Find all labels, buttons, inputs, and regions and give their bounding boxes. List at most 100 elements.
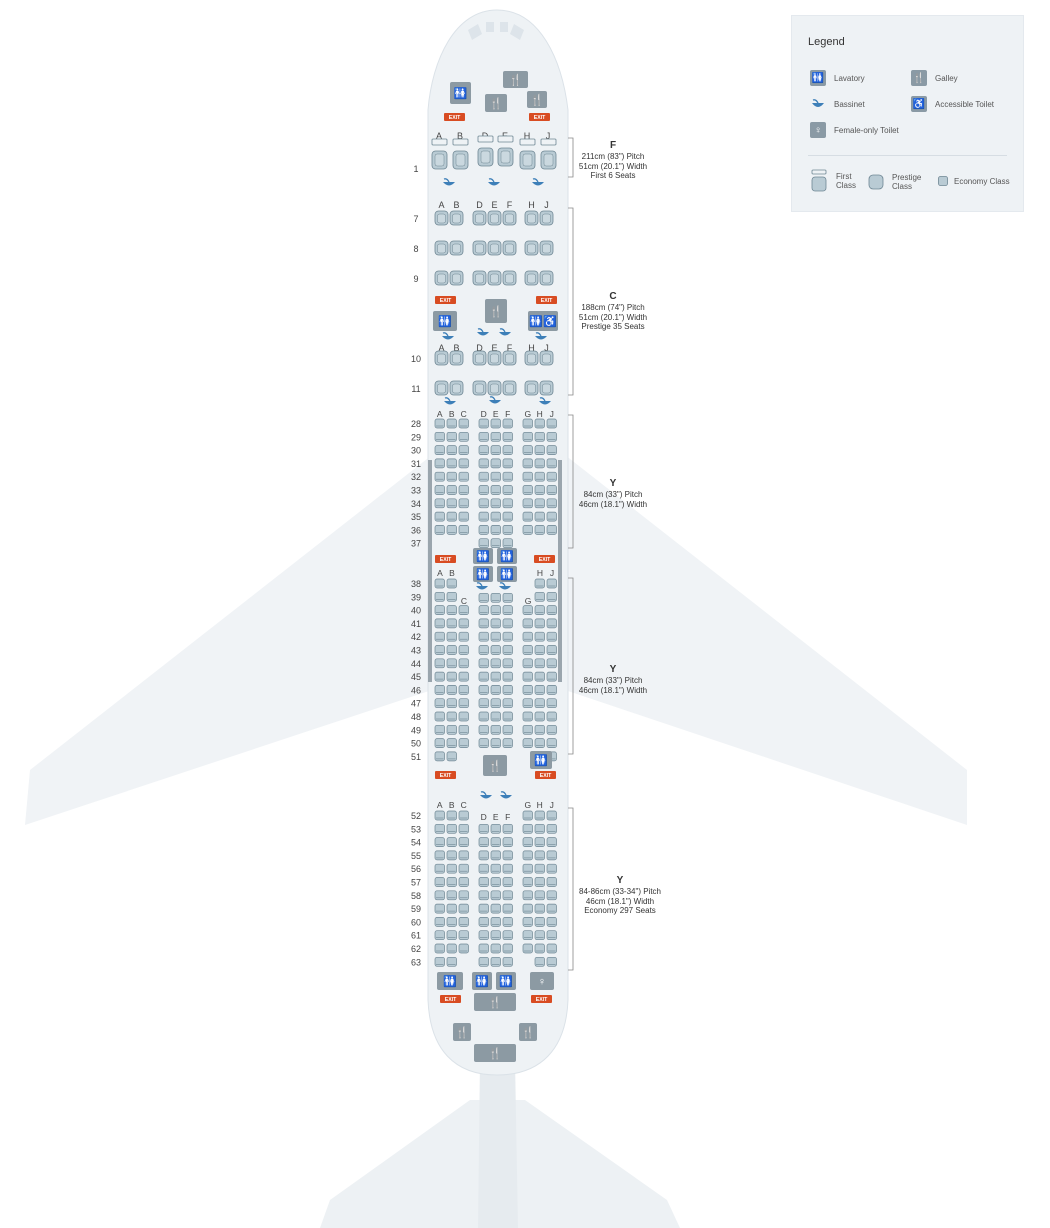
seat-economy[interactable]	[546, 431, 557, 442]
seat-economy[interactable]	[502, 850, 513, 861]
seat-economy[interactable]	[458, 837, 469, 847]
seat-economy[interactable]	[434, 498, 445, 509]
seat-economy[interactable]	[490, 431, 501, 442]
seat-prestige[interactable]	[539, 350, 554, 366]
seat-economy[interactable]	[490, 943, 501, 954]
seat-economy[interactable]	[522, 724, 533, 735]
seat-economy[interactable]	[434, 698, 445, 709]
seat-economy[interactable]	[446, 724, 457, 735]
seat-economy[interactable]	[490, 685, 501, 695]
seat-economy[interactable]	[446, 751, 457, 762]
seat-economy[interactable]	[478, 605, 489, 615]
seat-economy[interactable]	[446, 685, 457, 695]
seat-economy[interactable]	[522, 431, 533, 442]
seat-economy[interactable]	[522, 917, 533, 927]
seat-economy[interactable]	[546, 943, 557, 954]
seat-economy[interactable]	[534, 877, 545, 887]
seat-economy[interactable]	[446, 498, 457, 509]
seat-economy[interactable]	[478, 863, 489, 874]
seat-economy[interactable]	[446, 943, 457, 954]
seat-economy[interactable]	[534, 671, 545, 682]
seat-economy[interactable]	[546, 890, 557, 901]
seat-economy[interactable]	[522, 823, 533, 834]
seat-economy[interactable]	[446, 578, 457, 589]
seat-economy[interactable]	[458, 658, 469, 669]
seat-economy[interactable]	[502, 485, 513, 495]
seat-prestige[interactable]	[434, 210, 449, 226]
seat-economy[interactable]	[502, 458, 513, 469]
seat-economy[interactable]	[446, 711, 457, 722]
seat-economy[interactable]	[490, 498, 501, 509]
seat-economy[interactable]	[446, 418, 457, 429]
seat-economy[interactable]	[546, 605, 557, 615]
seat-economy[interactable]	[502, 431, 513, 442]
seat-economy[interactable]	[446, 738, 457, 748]
seat-economy[interactable]	[478, 890, 489, 901]
seat-economy[interactable]	[458, 890, 469, 901]
seat-economy[interactable]	[502, 592, 513, 603]
seat-economy[interactable]	[458, 631, 469, 642]
seat-economy[interactable]	[446, 485, 457, 495]
seat-economy[interactable]	[490, 538, 501, 549]
seat-economy[interactable]	[490, 917, 501, 927]
seat-economy[interactable]	[434, 458, 445, 469]
seat-first[interactable]	[431, 138, 448, 170]
seat-economy[interactable]	[446, 877, 457, 887]
seat-economy[interactable]	[546, 511, 557, 522]
seat-economy[interactable]	[534, 863, 545, 874]
seat-economy[interactable]	[478, 711, 489, 722]
seat-economy[interactable]	[446, 618, 457, 629]
seat-economy[interactable]	[446, 631, 457, 642]
seat-economy[interactable]	[522, 418, 533, 429]
seat-economy[interactable]	[534, 498, 545, 509]
seat-economy[interactable]	[446, 471, 457, 482]
seat-economy[interactable]	[502, 498, 513, 509]
seat-economy[interactable]	[434, 837, 445, 847]
seat-economy[interactable]	[490, 890, 501, 901]
seat-economy[interactable]	[522, 631, 533, 642]
seat-economy[interactable]	[522, 605, 533, 615]
seat-prestige[interactable]	[472, 240, 487, 256]
seat-economy[interactable]	[478, 525, 489, 535]
seat-economy[interactable]	[522, 930, 533, 941]
seat-economy[interactable]	[502, 538, 513, 549]
seat-prestige[interactable]	[539, 240, 554, 256]
seat-economy[interactable]	[522, 711, 533, 722]
seat-economy[interactable]	[546, 863, 557, 874]
seat-prestige[interactable]	[539, 210, 554, 226]
seat-economy[interactable]	[458, 823, 469, 834]
seat-economy[interactable]	[458, 511, 469, 522]
seat-economy[interactable]	[502, 605, 513, 615]
seat-economy[interactable]	[478, 850, 489, 861]
seat-prestige[interactable]	[502, 240, 517, 256]
seat-economy[interactable]	[490, 698, 501, 709]
seat-prestige[interactable]	[449, 210, 464, 226]
seat-economy[interactable]	[534, 525, 545, 535]
seat-economy[interactable]	[478, 685, 489, 695]
seat-first[interactable]	[477, 135, 494, 167]
seat-economy[interactable]	[502, 930, 513, 941]
seat-economy[interactable]	[522, 903, 533, 914]
seat-economy[interactable]	[490, 592, 501, 603]
seat-prestige[interactable]	[449, 240, 464, 256]
seat-economy[interactable]	[534, 903, 545, 914]
seat-economy[interactable]	[546, 903, 557, 914]
seat-economy[interactable]	[490, 485, 501, 495]
seat-economy[interactable]	[502, 511, 513, 522]
seat-prestige[interactable]	[524, 240, 539, 256]
seat-economy[interactable]	[434, 605, 445, 615]
seat-economy[interactable]	[434, 956, 445, 967]
seat-economy[interactable]	[546, 823, 557, 834]
seat-economy[interactable]	[546, 930, 557, 941]
seat-economy[interactable]	[458, 431, 469, 442]
seat-economy[interactable]	[434, 943, 445, 954]
seat-prestige[interactable]	[472, 210, 487, 226]
seat-economy[interactable]	[478, 956, 489, 967]
seat-economy[interactable]	[446, 445, 457, 455]
seat-prestige[interactable]	[449, 350, 464, 366]
seat-economy[interactable]	[478, 917, 489, 927]
seat-economy[interactable]	[434, 511, 445, 522]
seat-economy[interactable]	[534, 738, 545, 748]
seat-economy[interactable]	[522, 863, 533, 874]
seat-economy[interactable]	[490, 877, 501, 887]
